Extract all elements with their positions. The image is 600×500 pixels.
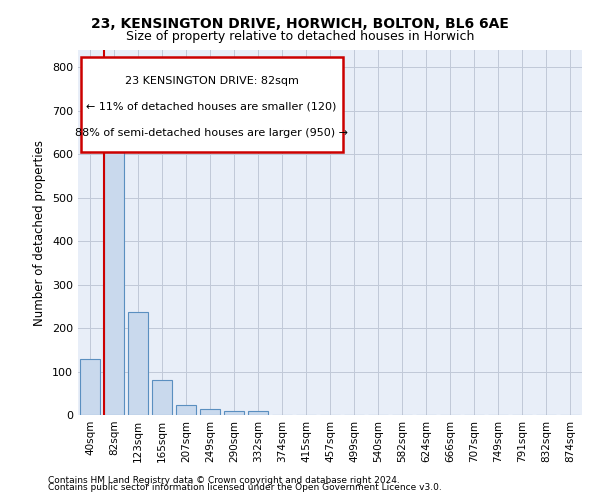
Bar [80,358,100,415]
Text: ← 11% of detached houses are smaller (120): ← 11% of detached houses are smaller (12… [86,102,337,112]
Y-axis label: Number of detached properties: Number of detached properties [34,140,46,326]
Bar [176,406,196,415]
Bar [104,152,124,415]
Text: 23 KENSINGTON DRIVE: 82sqm: 23 KENSINGTON DRIVE: 82sqm [125,76,298,86]
Text: 23, KENSINGTON DRIVE, HORWICH, BOLTON, BL6 6AE: 23, KENSINGTON DRIVE, HORWICH, BOLTON, B… [91,18,509,32]
Bar [248,410,268,415]
Bar [128,312,148,415]
Text: Size of property relative to detached houses in Horwich: Size of property relative to detached ho… [126,30,474,43]
Text: Contains HM Land Registry data © Crown copyright and database right 2024.: Contains HM Land Registry data © Crown c… [48,476,400,485]
Bar [152,380,172,415]
Text: Contains public sector information licensed under the Open Government Licence v3: Contains public sector information licen… [48,484,442,492]
FancyBboxPatch shape [80,58,343,152]
Text: 88% of semi-detached houses are larger (950) →: 88% of semi-detached houses are larger (… [75,128,348,138]
Bar [224,410,244,415]
Bar [200,409,220,415]
